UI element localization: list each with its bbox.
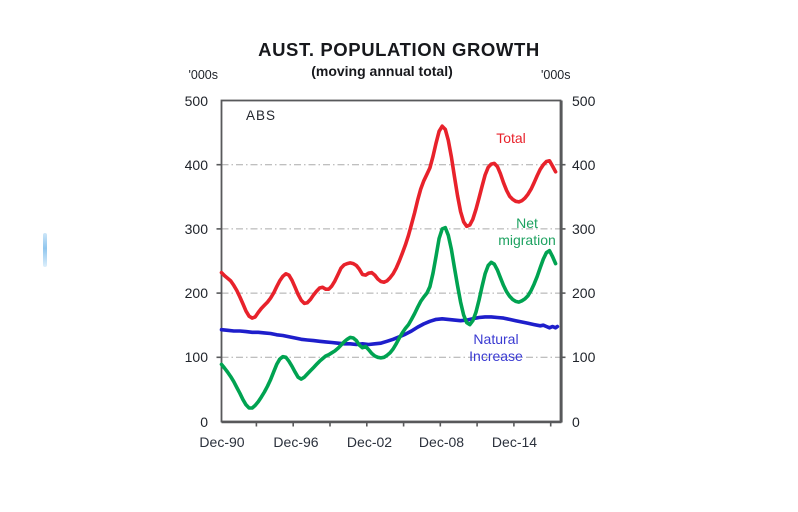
y-axis-label-right-200: 200 xyxy=(572,285,596,302)
series-label-natural-increase-line2: Increase xyxy=(469,347,523,364)
series-line-total xyxy=(219,124,558,320)
x-axis-label-dec02: Dec-02 xyxy=(346,434,393,450)
x-axis-label-dec90: Dec-90 xyxy=(199,434,245,450)
y-axis-label-right-100: 100 xyxy=(572,349,596,366)
y-axis-label-right-300: 300 xyxy=(572,220,596,237)
series-label-net-migration-line2: migration xyxy=(498,231,556,248)
y-axis-label-left-100: 100 xyxy=(184,349,208,366)
series-label-natural-increase-line1: Natural xyxy=(473,331,519,347)
y-axis-label-left-400: 400 xyxy=(184,156,208,173)
chart-title: AUST. POPULATION GROWTH xyxy=(258,39,540,60)
y-axis-label-right-500: 500 xyxy=(572,92,596,109)
y-axis-units-right: '000s xyxy=(541,68,571,82)
series-label-natural-increase: Natural Increase xyxy=(456,331,536,364)
y-axis-label-right-0: 0 xyxy=(572,413,580,430)
y-axis-label-left-300: 300 xyxy=(184,220,208,237)
y-axis-label-left-500: 500 xyxy=(184,92,208,109)
x-axis-label-dec14: Dec-14 xyxy=(491,434,538,450)
x-axis-label-dec08: Dec-08 xyxy=(418,434,465,450)
source-note-abs: ABS xyxy=(246,108,277,123)
y-axis-label-left-200: 200 xyxy=(184,285,208,302)
x-axis-label-dec96: Dec-96 xyxy=(273,434,319,450)
series-label-net-migration: Net migration xyxy=(486,215,568,248)
series-label-total-text: Total xyxy=(496,130,526,146)
chart-subtitle: (moving annual total) xyxy=(311,63,453,79)
series-label-total: Total xyxy=(471,130,551,147)
y-axis-units-left: '000s xyxy=(188,68,219,82)
series-line-net-migration xyxy=(219,225,558,410)
y-axis-label-left-0: 0 xyxy=(200,413,208,430)
y-axis-label-right-400: 400 xyxy=(572,156,596,173)
stray-cursor-artifact xyxy=(43,233,47,267)
series-label-net-migration-line1: Net xyxy=(516,215,538,231)
